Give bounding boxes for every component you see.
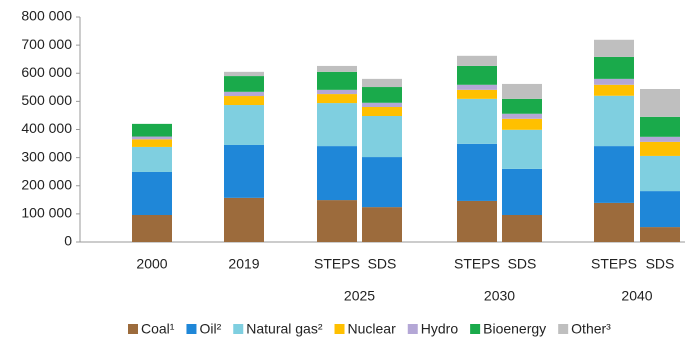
bar-segment: [640, 89, 680, 117]
bar-segment: [224, 76, 264, 92]
bar-segment: [640, 116, 680, 137]
bar-segment: [317, 71, 357, 90]
y-tick-label: 800 000: [21, 8, 72, 24]
x-tick-label: STEPS: [454, 256, 500, 272]
bar-segment: [224, 197, 264, 242]
y-tick-label: 100 000: [21, 205, 72, 221]
legend-label: Hydro: [421, 321, 459, 337]
bar-segment: [362, 78, 402, 88]
bar-segment: [502, 98, 542, 114]
x-tick-label: STEPS: [591, 256, 637, 272]
legend-swatch: [233, 324, 244, 334]
y-tick-label: 400 000: [21, 120, 72, 136]
bar-segment: [362, 87, 402, 103]
bar-segment: [224, 144, 264, 198]
bar-segment: [362, 207, 402, 242]
bar-segment: [132, 146, 172, 172]
bar-segment: [457, 84, 497, 90]
bar-segment: [457, 98, 497, 144]
bar-segment: [594, 95, 634, 147]
bar-segment: [594, 56, 634, 79]
bar-segment: [362, 107, 402, 116]
legend-label: Oil²: [199, 321, 221, 337]
bar-segment: [594, 202, 634, 242]
bar-segment: [640, 191, 680, 228]
bar-segment: [640, 155, 680, 192]
bar-segment: [502, 113, 542, 119]
bar-segment: [132, 139, 172, 147]
bar-segment: [502, 215, 542, 242]
x-tick-label: SDS: [368, 256, 397, 272]
bar-segment: [224, 96, 264, 106]
bar-segment: [317, 200, 357, 242]
x-tick-label: SDS: [646, 256, 675, 272]
bar-segment: [457, 200, 497, 242]
bar-segment: [502, 129, 542, 169]
legend-label: Other³: [571, 321, 611, 337]
bar-segment: [640, 141, 680, 156]
legend-swatch: [128, 324, 138, 334]
bar-segment: [362, 102, 402, 107]
bar-segment: [132, 123, 172, 137]
bar-segment: [362, 116, 402, 158]
bar-segment: [502, 83, 542, 99]
bar-segment: [132, 215, 172, 242]
bar-segment: [224, 105, 264, 145]
legend-label: Nuclear: [348, 321, 397, 337]
bar-segment: [317, 146, 357, 201]
y-tick-label: 200 000: [21, 176, 72, 192]
group-label: 2040: [621, 288, 652, 304]
legend-label: Bioenergy: [483, 321, 546, 337]
bar-segment: [457, 143, 497, 201]
group-label: 2030: [484, 288, 515, 304]
bar-segment: [317, 94, 357, 104]
y-tick-label: 700 000: [21, 36, 72, 52]
group-label: 2025: [344, 288, 375, 304]
bar-segment: [224, 71, 264, 77]
x-tick-label: STEPS: [314, 256, 360, 272]
bar-segment: [457, 55, 497, 66]
legend-swatch: [558, 324, 569, 334]
legend-label: Natural gas²: [246, 321, 323, 337]
y-tick-label: 300 000: [21, 148, 72, 164]
legend-swatch: [407, 324, 418, 334]
legend-label: Coal¹: [141, 321, 175, 337]
bar-segment: [594, 146, 634, 203]
bar-segment: [594, 84, 634, 96]
y-tick-label: 500 000: [21, 92, 72, 108]
bar-segment: [502, 118, 542, 130]
x-tick-label: 2019: [228, 256, 259, 272]
bar-segment: [317, 103, 357, 147]
bar-segment: [640, 227, 680, 242]
bar-segment: [640, 136, 680, 142]
y-tick-label: 600 000: [21, 64, 72, 80]
x-tick-label: 2000: [136, 256, 167, 272]
bar-segment: [132, 136, 172, 140]
y-tick-label: 0: [64, 233, 72, 249]
bar-segment: [594, 78, 634, 85]
legend-swatch: [470, 324, 481, 334]
legend-swatch: [334, 324, 345, 334]
bar-segment: [362, 157, 402, 208]
bar-segment: [457, 89, 497, 99]
bar-segment: [224, 91, 264, 97]
bar-segment: [317, 65, 357, 72]
bar-segment: [457, 65, 497, 85]
bar-segment: [594, 39, 634, 57]
x-tick-label: SDS: [508, 256, 537, 272]
bar-segment: [502, 168, 542, 215]
bar-segment: [132, 171, 172, 215]
legend-swatch: [186, 324, 197, 334]
bar-segment: [317, 89, 357, 95]
